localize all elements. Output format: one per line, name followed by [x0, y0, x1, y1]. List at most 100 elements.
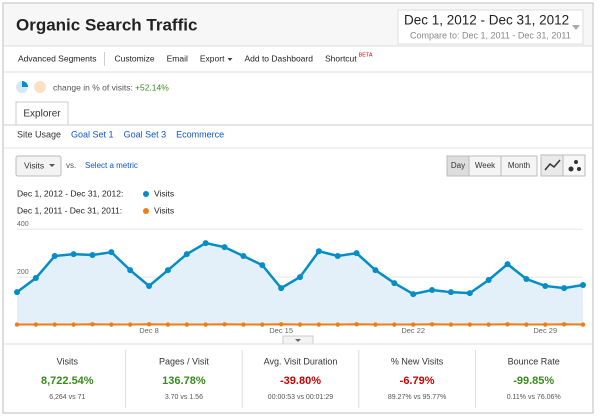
data-point — [334, 253, 341, 260]
metric-dropdown[interactable] — [15, 155, 62, 177]
metric-compare: 3.70 vs 1.56 — [165, 394, 203, 401]
legend-name: Visits — [154, 188, 174, 198]
data-point — [561, 285, 568, 292]
data-point — [373, 322, 378, 327]
metric-title: Pages / Visit — [159, 356, 209, 366]
data-point — [278, 322, 284, 327]
metric-compare: 89.27% vs 95.77% — [388, 394, 446, 401]
line-icon[interactable] — [544, 159, 561, 171]
dropdown-arrow[interactable] — [227, 58, 233, 61]
toolbar-item[interactable]: Export — [200, 53, 225, 63]
badge: BETA — [359, 52, 373, 58]
metric-title: % New Visits — [391, 356, 444, 366]
metric-title: Avg. Visit Duration — [264, 356, 338, 366]
subtab[interactable]: Site Usage — [17, 129, 61, 139]
data-point — [410, 291, 417, 298]
data-point — [335, 322, 340, 327]
data-point — [32, 275, 39, 282]
data-point — [354, 322, 359, 327]
date-range[interactable]: Dec 1, 2012 - Dec 31, 2012 — [404, 13, 569, 28]
metric-title: Visits — [57, 356, 79, 366]
collapse-arrow[interactable] — [295, 339, 301, 342]
data-point — [71, 322, 76, 327]
x-tick-label: Dec 29 — [533, 326, 557, 335]
tab-label[interactable]: Explorer — [23, 109, 61, 120]
data-point — [127, 267, 134, 274]
data-point — [14, 322, 20, 327]
data-point — [580, 322, 586, 327]
data-point — [202, 240, 209, 247]
toolbar-item[interactable]: Customize — [114, 53, 154, 63]
data-point — [447, 289, 454, 296]
x-tick-label: Dec 22 — [401, 326, 425, 335]
data-point — [183, 251, 190, 258]
period-label[interactable]: Month — [508, 161, 530, 170]
frame — [2, 2, 594, 414]
subtabs: Site Usage Goal Set 1 Goal Set 3 Ecommerce — [17, 129, 224, 139]
period-label[interactable]: Day — [451, 161, 465, 170]
data-point — [33, 322, 39, 327]
date-arrow[interactable] — [572, 25, 580, 30]
toolbar-item[interactable]: Advanced Segments — [18, 53, 96, 63]
data-point — [429, 287, 436, 294]
data-point — [580, 281, 586, 288]
data-point — [222, 322, 227, 327]
data-point — [90, 322, 95, 327]
data-point — [146, 322, 152, 327]
x-tick-label: Dec 8 — [139, 326, 159, 335]
data-point — [392, 322, 397, 327]
motion-icon[interactable] — [577, 167, 581, 171]
data-point — [466, 290, 473, 297]
data-point — [241, 322, 246, 327]
metrics: Visits 8,722.54% 6,264 vs 71 Pages / Visit 1… — [41, 350, 561, 408]
data-point — [316, 322, 322, 327]
metric-compare: 0.11% vs 76.06% — [507, 394, 561, 401]
toolbar-item[interactable]: Shortcut — [325, 53, 357, 63]
metric-value: -6.79% — [400, 375, 435, 387]
data-point — [146, 282, 153, 289]
data-point — [203, 322, 208, 327]
data-point — [259, 262, 266, 269]
data-point — [429, 322, 435, 327]
data-point — [523, 276, 530, 283]
metric-compare: 6,264 vs 71 — [49, 394, 85, 401]
data-point — [315, 248, 322, 255]
metric-value: -99.85% — [513, 375, 554, 387]
data-point — [108, 249, 115, 256]
motion-toggle[interactable] — [562, 154, 586, 177]
period-label[interactable]: Week — [475, 161, 496, 170]
compare-range: Compare to: Dec 1, 2011 - Dec 31, 2011 — [410, 30, 571, 40]
data-point — [14, 289, 20, 296]
data-point — [278, 285, 285, 292]
metric-compare: 00:00:53 vs 00:01:29 — [268, 394, 333, 401]
subtab[interactable]: Goal Set 3 — [124, 129, 167, 139]
motion-icon[interactable] — [574, 160, 578, 164]
data-point — [561, 322, 567, 327]
data-point — [411, 322, 416, 327]
data-point — [109, 322, 114, 327]
legend-name: Visits — [154, 205, 174, 215]
toolbar-item[interactable]: Email — [167, 53, 188, 63]
metric-label[interactable]: Visits — [24, 160, 44, 170]
subtab[interactable]: Ecommerce — [176, 129, 224, 139]
chart: 200 400 Dec 8 Dec 15 Dec 22 Dec 29 — [14, 221, 586, 335]
toolbar: Advanced Segments Customize Email Export Add… — [18, 52, 373, 66]
data-point — [164, 267, 171, 274]
date-box[interactable] — [397, 9, 584, 45]
data-point — [184, 322, 189, 327]
data-point — [372, 267, 379, 274]
y-tick-label: 200 — [17, 269, 29, 276]
period-button[interactable] — [500, 155, 538, 177]
toolbar-item[interactable]: Add to Dashboard — [244, 53, 313, 63]
data-point — [52, 322, 57, 327]
data-point — [51, 253, 58, 260]
select-metric[interactable]: Select a metric — [85, 161, 138, 170]
subtab[interactable]: Goal Set 1 — [71, 129, 114, 139]
motion-icon[interactable] — [568, 166, 574, 172]
data-point — [448, 322, 454, 327]
data-point — [353, 250, 360, 257]
data-point — [543, 322, 548, 327]
data-point — [485, 276, 492, 283]
dropdown-arrow[interactable] — [49, 164, 55, 167]
